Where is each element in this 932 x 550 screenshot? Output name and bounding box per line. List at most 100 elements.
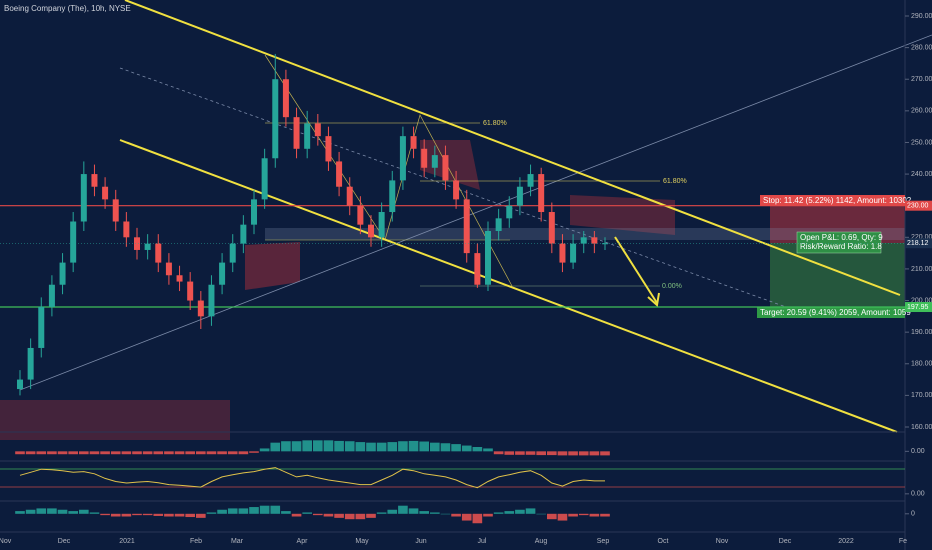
histogram-bar [461,513,472,521]
target-tag-label: 197.95 [907,304,929,311]
histogram-bar [121,451,132,455]
histogram-bar [259,505,270,514]
histogram-bar [238,508,249,514]
histogram-bar [547,451,557,456]
x-tick-label: Nov [0,538,12,545]
histogram-bar [142,513,153,516]
histogram-bar [323,513,334,517]
x-tick-label: Jul [478,538,487,545]
histogram-bar [366,442,376,452]
candle-body [229,243,236,263]
histogram-bar [132,451,142,455]
histogram-bar [270,442,281,452]
histogram-bar [100,513,110,516]
target-label: Target: 20.59 (9.41%) 2059, Amount: 1059 [760,308,911,317]
candle-body [134,237,140,250]
x-tick-label: Nov [716,538,729,545]
fib-label: 61.80% [663,178,687,185]
histogram-bar [79,509,89,514]
histogram-bar [387,442,398,452]
histogram-bar [387,509,398,514]
candle-body [389,180,396,213]
histogram-bar [153,451,164,455]
fib-label: 61.80% [483,120,507,127]
histogram-bar [36,508,47,514]
histogram-bar [259,448,270,452]
histogram-bar [164,451,174,455]
histogram-bar [217,451,227,455]
histogram-bar [525,451,536,455]
histogram-bar [291,513,302,517]
candle-body [91,174,98,187]
x-tick-label: Dec [779,538,792,545]
histogram-bar [398,441,408,452]
histogram-bar [398,505,408,514]
y-tick-label: 210.00 [911,266,932,273]
candle-body [368,224,374,238]
candle-body [80,174,87,222]
candle-body [112,199,119,222]
histogram-bar [164,513,174,517]
histogram-bar [227,508,238,514]
pane-tick-label: 0.00 [911,448,925,455]
candle-body [442,155,449,181]
histogram-bar [79,451,89,455]
histogram-bar [376,442,387,452]
candle-body [123,221,130,238]
histogram-bar [313,440,323,452]
histogram-bar [291,441,302,452]
candle-body [208,284,215,317]
cloud [570,195,675,235]
histogram-bar [15,451,25,455]
candle-body [176,275,183,282]
candle-body [421,148,428,168]
histogram-bar [206,451,217,455]
candle-body [410,136,417,149]
histogram-bar [196,513,206,518]
candle-body [219,262,226,285]
candle-body [527,174,534,187]
pnl-label: Open P&L: 0.69, Qty: 9 [800,233,883,242]
histogram-bar [25,509,36,514]
histogram-bar [504,451,515,455]
fib-label: 0.00% [662,283,682,290]
histogram-bar [483,448,493,452]
price-tag-label: 218.12 [907,240,929,247]
candle-body [272,79,279,159]
candle-body [580,237,587,244]
histogram-bar [47,508,57,514]
histogram-bar [344,441,355,452]
trend-line [19,34,932,391]
histogram-bar [472,513,483,524]
histogram-bar [47,451,57,455]
stop-tag-label: 230.00 [907,203,929,210]
candle-body [251,199,257,225]
histogram-bar [302,512,312,514]
candle-body [559,243,566,263]
y-tick-label: 240.00 [911,171,932,178]
histogram-bar [408,440,419,452]
x-tick-label: 2022 [838,538,854,545]
cloud [245,242,300,290]
candle-body [187,281,194,301]
x-tick-label: Apr [297,538,309,545]
histogram-bar [132,513,142,516]
candle-body [144,243,151,250]
candle-body [538,174,545,213]
rr-label: Risk/Reward Ratio: 1.8 [800,242,882,251]
histogram-bar [68,511,78,514]
histogram-bar [196,451,206,455]
histogram-bar [174,513,185,517]
x-tick-label: Feb [190,538,202,545]
x-tick-label: 2021 [119,538,135,545]
candle-body [261,158,268,200]
candle-body [453,180,460,200]
candle-body [27,347,34,380]
x-tick-label: Aug [535,538,548,545]
histogram-bar [515,509,525,514]
histogram-bar [536,451,546,456]
channel-bottom [119,139,898,433]
x-tick-label: Oct [658,538,669,545]
candle-body [314,123,321,137]
candle-body [48,284,55,307]
